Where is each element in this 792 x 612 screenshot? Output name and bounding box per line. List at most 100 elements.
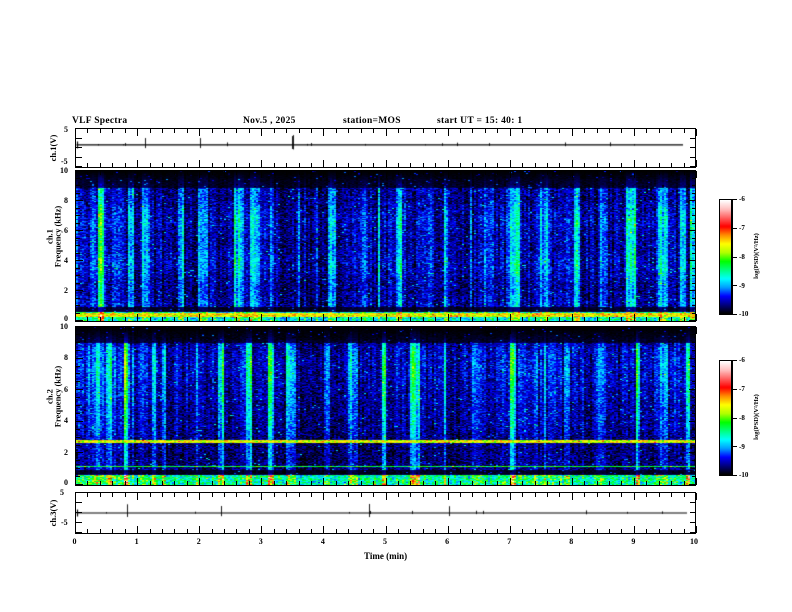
tick-mark bbox=[76, 484, 83, 485]
tick-mark bbox=[410, 327, 411, 331]
tick-mark bbox=[299, 529, 300, 533]
tick-mark bbox=[249, 481, 250, 485]
tick-mark bbox=[336, 327, 337, 331]
tick-mark bbox=[634, 493, 635, 500]
tick-mark bbox=[535, 481, 536, 485]
tick-mark bbox=[485, 129, 486, 133]
tick-mark bbox=[100, 317, 101, 321]
tick-mark bbox=[386, 327, 387, 334]
tick-mark bbox=[689, 230, 696, 231]
ch2-colorbar-label-group: log(PSD)(V²/Hz) bbox=[752, 360, 764, 476]
tick-mark bbox=[634, 129, 635, 136]
tick-mark bbox=[659, 493, 660, 497]
tick-mark bbox=[410, 171, 411, 175]
tick-mark bbox=[199, 493, 200, 500]
tick-mark bbox=[692, 405, 696, 406]
tick-mark bbox=[597, 163, 598, 167]
tick-mark bbox=[75, 160, 76, 167]
tick-mark bbox=[510, 478, 511, 485]
tick-mark bbox=[162, 529, 163, 533]
tick-mark bbox=[125, 493, 126, 497]
tick-mark bbox=[423, 327, 424, 331]
ch2-spectrogram-axis-label-line2: Frequency (kHz) bbox=[52, 365, 63, 428]
tick-mark bbox=[522, 317, 523, 321]
tick-mark bbox=[224, 317, 225, 321]
tick-mark bbox=[692, 334, 696, 335]
tick-mark bbox=[87, 129, 88, 133]
tick-mark bbox=[348, 171, 349, 175]
tick-mark bbox=[150, 529, 151, 533]
tick-mark bbox=[348, 327, 349, 331]
tick-mark bbox=[584, 171, 585, 175]
tick-mark bbox=[646, 327, 647, 331]
tick-mark bbox=[690, 157, 696, 158]
tick-mark bbox=[692, 373, 696, 374]
tick-mark bbox=[311, 317, 312, 321]
ch1-colorbar-tick-minus9: -9 bbox=[739, 282, 745, 290]
tick-mark bbox=[212, 317, 213, 321]
colorbar-tick-mark bbox=[732, 285, 737, 287]
tick-mark bbox=[671, 529, 672, 533]
tick-mark bbox=[634, 526, 635, 533]
tick-mark bbox=[472, 129, 473, 133]
tick-mark bbox=[336, 317, 337, 321]
tick-mark bbox=[187, 129, 188, 133]
tick-mark bbox=[609, 317, 610, 321]
tick-mark bbox=[112, 529, 113, 533]
tick-mark bbox=[559, 163, 560, 167]
tick-mark bbox=[112, 481, 113, 485]
tick-mark bbox=[323, 526, 324, 533]
tick-mark bbox=[448, 478, 449, 485]
tick-mark bbox=[274, 327, 275, 331]
tick-mark bbox=[76, 253, 80, 254]
tick-mark bbox=[690, 492, 696, 493]
tick-mark bbox=[76, 452, 83, 453]
ch2-freq-tick-6: 6 bbox=[64, 385, 68, 394]
tick-mark bbox=[572, 493, 573, 500]
tick-mark bbox=[692, 460, 696, 461]
tick-mark bbox=[76, 389, 83, 390]
colorbar-tick-mark bbox=[732, 475, 737, 477]
tick-mark bbox=[76, 373, 80, 374]
tick-mark bbox=[87, 481, 88, 485]
tick-mark bbox=[75, 129, 76, 136]
tick-mark bbox=[311, 481, 312, 485]
tick-mark bbox=[361, 129, 362, 133]
tick-mark bbox=[236, 529, 237, 533]
tick-mark bbox=[311, 493, 312, 497]
tick-mark bbox=[199, 526, 200, 533]
tick-mark bbox=[659, 327, 660, 331]
tick-mark bbox=[410, 129, 411, 133]
tick-mark bbox=[76, 305, 80, 306]
tick-mark bbox=[671, 327, 672, 331]
ch1-freq-tick-6: 6 bbox=[64, 226, 68, 235]
ch1-waveform-panel bbox=[75, 128, 696, 168]
tick-mark bbox=[696, 129, 697, 136]
tick-mark bbox=[261, 129, 262, 136]
tick-mark bbox=[671, 317, 672, 321]
tick-mark bbox=[112, 163, 113, 167]
tick-mark bbox=[249, 317, 250, 321]
figure-start-ut: start UT = 15: 40: 1 bbox=[437, 116, 523, 126]
tick-mark bbox=[249, 529, 250, 533]
tick-mark bbox=[609, 171, 610, 175]
tick-mark bbox=[386, 314, 387, 321]
tick-mark bbox=[249, 171, 250, 175]
tick-mark bbox=[224, 529, 225, 533]
tick-mark bbox=[472, 317, 473, 321]
tick-mark bbox=[323, 478, 324, 485]
tick-mark bbox=[684, 481, 685, 485]
tick-mark bbox=[689, 320, 696, 321]
tick-mark bbox=[125, 327, 126, 331]
tick-mark bbox=[75, 314, 76, 321]
tick-mark bbox=[692, 397, 696, 398]
tick-mark bbox=[448, 314, 449, 321]
tick-mark bbox=[286, 317, 287, 321]
tick-mark bbox=[485, 493, 486, 497]
tick-mark bbox=[336, 129, 337, 133]
tick-mark bbox=[692, 298, 696, 299]
ch2-colorbar-label: log(PSD)(V²/Hz) bbox=[753, 394, 760, 440]
tick-mark bbox=[373, 163, 374, 167]
tick-mark bbox=[249, 163, 250, 167]
